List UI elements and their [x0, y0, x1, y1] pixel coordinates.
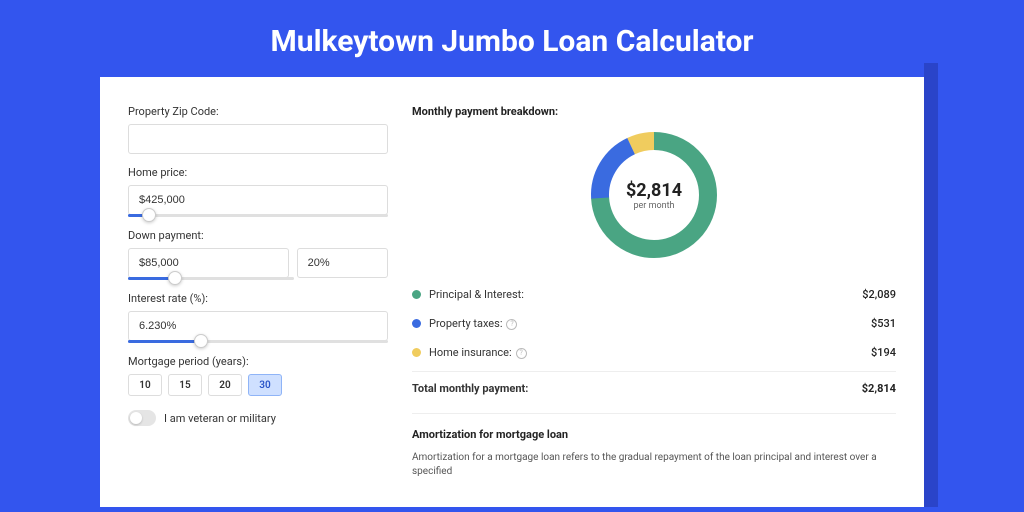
price-label: Home price:: [128, 166, 388, 179]
down-slider[interactable]: [128, 277, 294, 280]
down-pct-input[interactable]: [297, 248, 388, 278]
legend-dot: [412, 319, 421, 328]
legend-row: Principal & Interest:$2,089: [412, 280, 896, 309]
legend-row: Home insurance:?$194: [412, 338, 896, 367]
down-slider-thumb[interactable]: [168, 271, 182, 285]
calculator-card: Property Zip Code: Home price: Down paym…: [100, 77, 924, 507]
period-btn-10[interactable]: 10: [128, 374, 162, 396]
zip-label: Property Zip Code:: [128, 105, 388, 118]
period-buttons: 10 15 20 30: [128, 374, 388, 396]
rate-input[interactable]: [128, 311, 388, 341]
toggle-knob: [130, 412, 142, 424]
veteran-toggle[interactable]: [128, 410, 156, 426]
form-column: Property Zip Code: Home price: Down paym…: [128, 105, 388, 507]
down-amount-input[interactable]: [128, 248, 289, 278]
amort-title: Amortization for mortgage loan: [412, 428, 896, 441]
field-rate: Interest rate (%):: [128, 292, 388, 343]
legend-value: $531: [871, 317, 896, 330]
legend-dot: [412, 290, 421, 299]
legend-label: Home insurance:?: [429, 346, 871, 359]
period-btn-15[interactable]: 15: [168, 374, 202, 396]
total-row: Total monthly payment: $2,814: [412, 371, 896, 395]
legend-row: Property taxes:?$531: [412, 309, 896, 338]
field-down: Down payment:: [128, 229, 388, 280]
info-icon[interactable]: ?: [516, 348, 527, 359]
legend-dot: [412, 348, 421, 357]
amortization-section: Amortization for mortgage loan Amortizat…: [412, 413, 896, 479]
period-label: Mortgage period (years):: [128, 355, 388, 368]
rate-slider-thumb[interactable]: [194, 334, 208, 348]
rate-slider[interactable]: [128, 340, 388, 343]
legend-label: Principal & Interest:: [429, 288, 862, 301]
total-value: $2,814: [862, 382, 896, 395]
price-input[interactable]: [128, 185, 388, 215]
field-price: Home price:: [128, 166, 388, 217]
price-slider[interactable]: [128, 214, 388, 217]
legend-label: Property taxes:?: [429, 317, 871, 330]
field-period: Mortgage period (years): 10 15 20 30: [128, 355, 388, 396]
legend-value: $2,089: [862, 288, 896, 301]
donut-sub: per month: [633, 201, 674, 211]
price-slider-thumb[interactable]: [142, 208, 156, 222]
field-zip: Property Zip Code:: [128, 105, 388, 154]
breakdown-heading: Monthly payment breakdown:: [412, 105, 896, 118]
legend-value: $194: [871, 346, 896, 359]
breakdown-column: Monthly payment breakdown: $2,814 per mo…: [412, 105, 896, 507]
donut-amount: $2,814: [626, 180, 682, 201]
zip-input[interactable]: [128, 124, 388, 154]
period-btn-20[interactable]: 20: [208, 374, 242, 396]
legend: Principal & Interest:$2,089Property taxe…: [412, 280, 896, 367]
veteran-row: I am veteran or military: [128, 410, 388, 426]
total-label: Total monthly payment:: [412, 382, 862, 395]
donut-chart: $2,814 per month: [412, 130, 896, 260]
page-title: Mulkeytown Jumbo Loan Calculator: [0, 0, 1024, 77]
info-icon[interactable]: ?: [506, 319, 517, 330]
veteran-label: I am veteran or military: [164, 412, 276, 425]
rate-label: Interest rate (%):: [128, 292, 388, 305]
down-label: Down payment:: [128, 229, 388, 242]
period-btn-30[interactable]: 30: [248, 374, 282, 396]
amort-text: Amortization for a mortgage loan refers …: [412, 451, 896, 479]
